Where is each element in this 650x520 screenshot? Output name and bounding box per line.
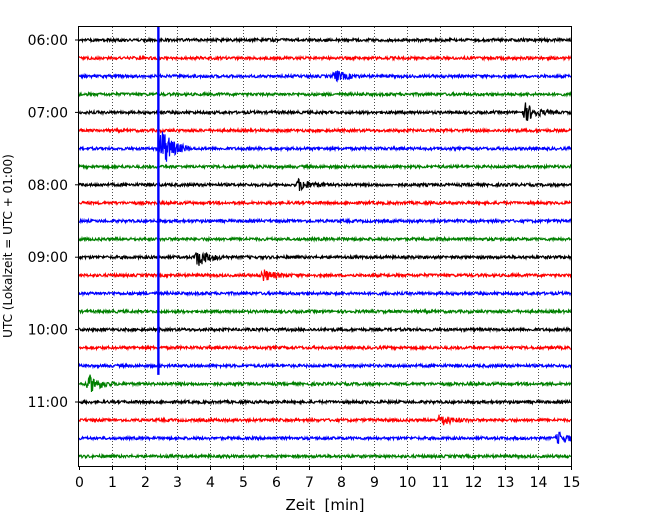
- plot-frame: [78, 26, 572, 467]
- x-tick-label: 9: [370, 475, 379, 491]
- trace-0630: [78, 70, 572, 83]
- x-tick-label: 12: [465, 475, 483, 491]
- x-tick-label: 2: [141, 475, 150, 491]
- x-tick-label: 0: [75, 475, 84, 491]
- x-tick-label: 6: [272, 475, 281, 491]
- x-tick-label: 5: [239, 475, 248, 491]
- trace-1000: [78, 326, 572, 334]
- x-tick-label: 10: [399, 475, 417, 491]
- y-tick-label: 10:00: [28, 323, 68, 339]
- y-tick-label: 08:00: [28, 178, 68, 194]
- x-tick-label: 4: [206, 475, 215, 491]
- y-tick-label: 11:00: [28, 395, 68, 411]
- trace-1100: [78, 398, 572, 406]
- trace-0845: [78, 235, 572, 243]
- trace-1015: [78, 344, 571, 352]
- trace-0600: [78, 36, 572, 44]
- trace-1145: [78, 452, 572, 460]
- y-tick-label: 09:00: [28, 250, 68, 266]
- x-tick-label: 11: [432, 475, 450, 491]
- y-axis-ticks: 06:00 07:00 08:00 09:00 10:00 11:00: [28, 33, 79, 411]
- trace-0830: [78, 217, 572, 225]
- x-tick-label: 3: [173, 475, 182, 491]
- x-tick-label: 15: [563, 475, 581, 491]
- trace-0915: [78, 269, 572, 282]
- y-tick-label: 06:00: [28, 33, 68, 49]
- x-tick-label: 8: [337, 475, 346, 491]
- trace-0800: [78, 177, 572, 192]
- trace-0745: [78, 163, 572, 171]
- x-tick-label: 14: [530, 475, 548, 491]
- trace-1115: [78, 414, 572, 426]
- y-axis-label: UTC (Lokalzeit = UTC + 01:00): [1, 154, 15, 338]
- x-axis-ticks: 0 1 2 3 4 5 6 7 8 9 10 11 12 13 14 15: [75, 466, 580, 491]
- trace-0930: [78, 289, 572, 298]
- trace-0615: [78, 54, 572, 62]
- x-axis-label: Zeit [min]: [285, 496, 364, 514]
- trace-1030: [78, 362, 572, 370]
- x-tick-label: 13: [497, 475, 515, 491]
- x-tick-label: 1: [108, 475, 117, 491]
- trace-0815: [78, 199, 571, 207]
- trace-lines: [78, 36, 572, 460]
- x-tick-label: 7: [305, 475, 314, 491]
- trace-0700: [78, 102, 572, 121]
- trace-0730: [78, 131, 572, 162]
- y-tick-label: 07:00: [28, 105, 68, 121]
- trace-1045: [78, 374, 572, 393]
- trace-0945: [78, 307, 572, 316]
- trace-0645: [78, 90, 572, 98]
- trace-0715: [78, 126, 572, 135]
- trace-1130: [78, 431, 572, 444]
- grid-lines: [112, 27, 539, 466]
- trace-0900: [78, 251, 572, 266]
